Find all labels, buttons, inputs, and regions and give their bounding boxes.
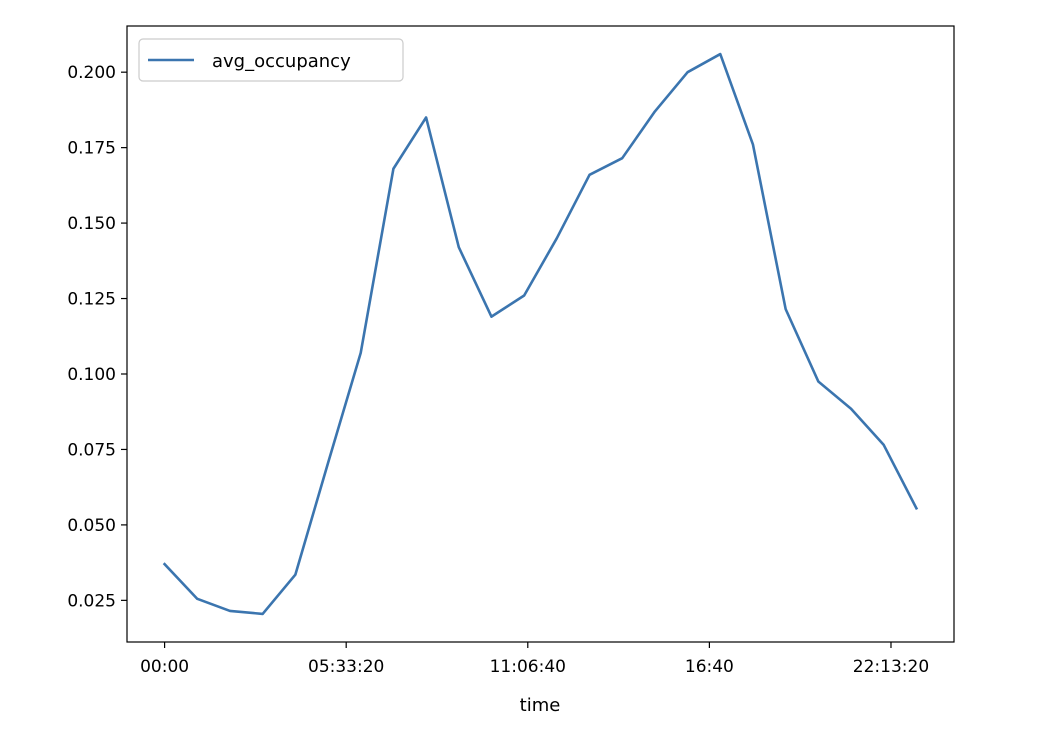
y-tick-label: 0.150 xyxy=(67,214,116,234)
y-tick-label: 0.200 xyxy=(67,63,116,83)
x-axis: 00:00 05:33:20 11:06:40 16:40 22:13:20 xyxy=(140,642,929,677)
legend-box xyxy=(138,38,404,82)
y-tick-label: 0.175 xyxy=(67,139,116,159)
y-tick-label: 0.075 xyxy=(67,440,116,460)
series-line-avg_occupancy xyxy=(162,52,919,616)
legend-label: avg_occupancy xyxy=(212,51,351,72)
plot-frame xyxy=(126,25,955,643)
x-tick-label: 00:00 xyxy=(140,657,189,677)
y-tick-label: 0.025 xyxy=(67,591,116,611)
y-tick-label: 0.100 xyxy=(67,365,116,385)
y-tick-label: 0.050 xyxy=(67,516,116,536)
y-axis: 0.025 0.050 0.075 0.100 0.125 0.150 0.175 0.200 xyxy=(67,63,127,611)
y-tick-label: 0.125 xyxy=(67,290,116,310)
series-layer xyxy=(162,52,919,616)
x-axis-title: time xyxy=(520,695,561,716)
x-tick-label: 11:06:40 xyxy=(490,657,566,677)
plot-background xyxy=(127,26,954,642)
x-tick-label: 16:40 xyxy=(685,657,734,677)
x-tick-label: 05:33:20 xyxy=(308,657,384,677)
x-tick-label: 22:13:20 xyxy=(853,657,929,677)
legend: avg_occupancy xyxy=(138,38,404,82)
